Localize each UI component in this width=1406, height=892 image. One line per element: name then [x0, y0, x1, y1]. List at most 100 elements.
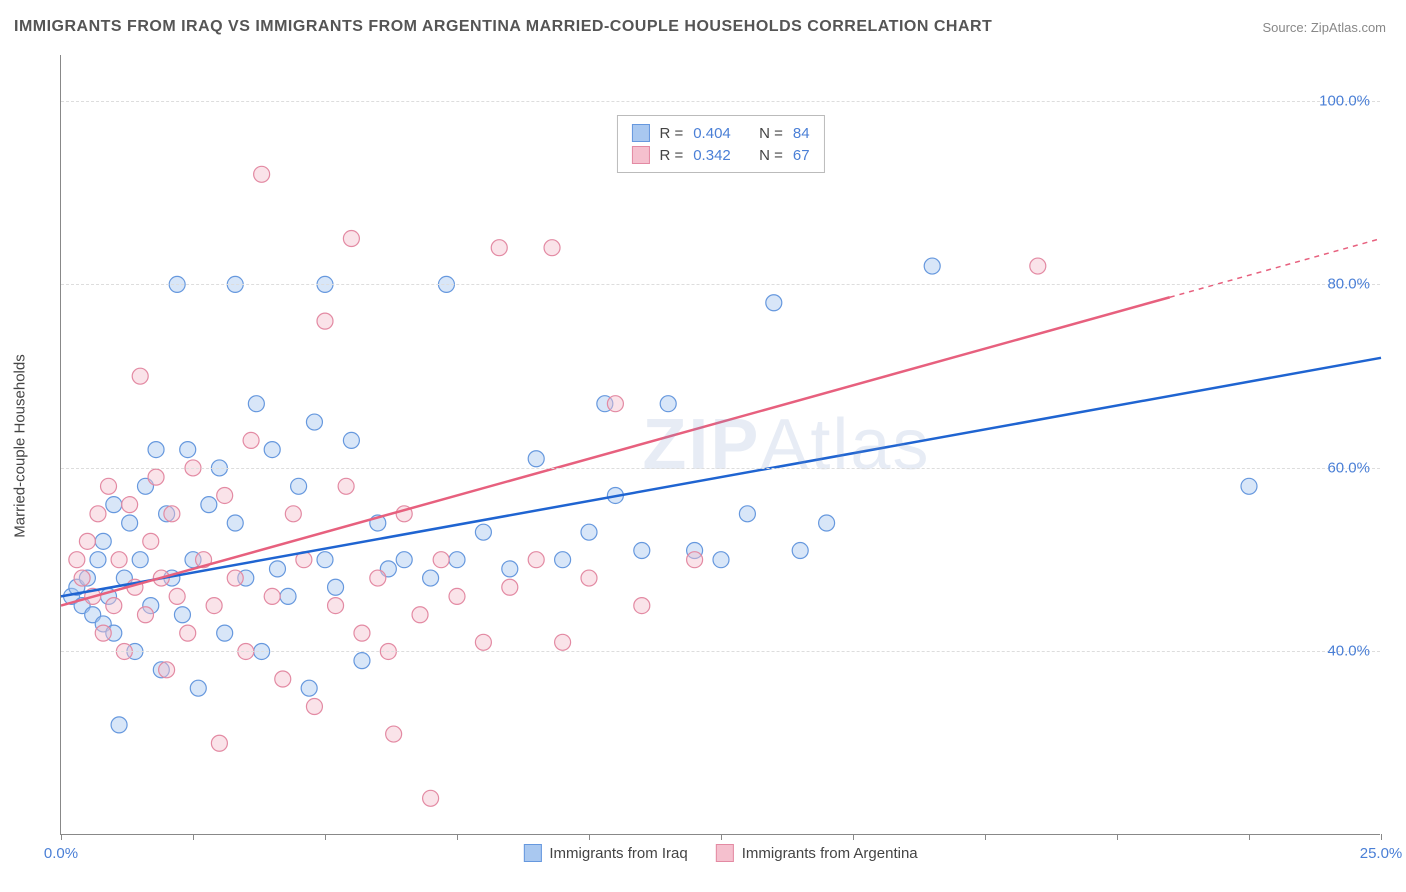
stats-n-label: N = — [759, 125, 783, 142]
data-point — [111, 552, 127, 568]
data-point — [555, 552, 571, 568]
data-point — [475, 524, 491, 540]
data-point — [354, 625, 370, 641]
data-point — [449, 588, 465, 604]
data-point — [301, 680, 317, 696]
data-point — [180, 442, 196, 458]
chart-title: IMMIGRANTS FROM IRAQ VS IMMIGRANTS FROM … — [14, 18, 992, 36]
trend-line — [61, 297, 1170, 605]
xtick-mark — [721, 834, 722, 840]
data-point — [264, 442, 280, 458]
xtick-mark — [1381, 834, 1382, 840]
data-point — [1241, 478, 1257, 494]
gridline-h — [61, 101, 1380, 102]
xtick-mark — [61, 834, 62, 840]
data-point — [264, 588, 280, 604]
data-point — [660, 396, 676, 412]
data-point — [217, 487, 233, 503]
data-point — [206, 598, 222, 614]
data-point — [792, 543, 808, 559]
data-point — [243, 432, 259, 448]
data-point — [819, 515, 835, 531]
data-point — [317, 552, 333, 568]
xtick-mark — [853, 834, 854, 840]
stats-r-label: R = — [659, 125, 683, 142]
data-point — [396, 552, 412, 568]
xtick-mark — [985, 834, 986, 840]
data-point — [122, 515, 138, 531]
data-point — [122, 497, 138, 513]
data-point — [713, 552, 729, 568]
data-point — [607, 396, 623, 412]
source-attribution: Source: ZipAtlas.com — [1262, 20, 1386, 35]
legend-label-2: Immigrants from Argentina — [742, 845, 918, 862]
data-point — [164, 506, 180, 522]
data-point — [95, 533, 111, 549]
data-point — [211, 735, 227, 751]
data-point — [433, 552, 449, 568]
data-point — [254, 166, 270, 182]
data-point — [502, 579, 518, 595]
data-point — [739, 506, 755, 522]
data-point — [328, 579, 344, 595]
xtick-label: 0.0% — [44, 845, 78, 862]
xtick-mark — [1249, 834, 1250, 840]
stats-row-series-2: R = 0.342 N = 67 — [631, 144, 809, 166]
data-point — [148, 469, 164, 485]
data-point — [69, 552, 85, 568]
data-point — [90, 552, 106, 568]
data-point — [248, 396, 264, 412]
data-point — [423, 570, 439, 586]
xtick-mark — [589, 834, 590, 840]
data-point — [386, 726, 402, 742]
data-point — [423, 790, 439, 806]
data-point — [291, 478, 307, 494]
y-axis-label: Married-couple Households — [12, 354, 29, 537]
data-point — [528, 451, 544, 467]
data-point — [190, 680, 206, 696]
data-point — [634, 543, 650, 559]
data-point — [370, 570, 386, 586]
ytick-label: 60.0% — [1327, 459, 1370, 476]
data-point — [201, 497, 217, 513]
data-point — [169, 588, 185, 604]
data-point — [581, 524, 597, 540]
ytick-label: 100.0% — [1319, 92, 1370, 109]
correlation-stats-box: R = 0.404 N = 84 R = 0.342 N = 67 — [616, 115, 824, 173]
data-point — [106, 497, 122, 513]
data-point — [159, 662, 175, 678]
legend-item-2: Immigrants from Argentina — [716, 844, 918, 862]
data-point — [581, 570, 597, 586]
data-point — [285, 506, 301, 522]
data-point — [227, 515, 243, 531]
swatch-series-2 — [631, 146, 649, 164]
data-point — [555, 634, 571, 650]
data-point — [95, 625, 111, 641]
data-point — [148, 442, 164, 458]
gridline-h — [61, 468, 1380, 469]
data-point — [544, 240, 560, 256]
data-point — [528, 552, 544, 568]
data-point — [306, 699, 322, 715]
xtick-mark — [1117, 834, 1118, 840]
data-point — [101, 478, 117, 494]
data-point — [90, 506, 106, 522]
data-point — [269, 561, 285, 577]
data-point — [111, 717, 127, 733]
data-point — [132, 552, 148, 568]
data-point — [328, 598, 344, 614]
data-point — [502, 561, 518, 577]
data-point — [687, 552, 703, 568]
legend-swatch-2 — [716, 844, 734, 862]
data-point — [106, 598, 122, 614]
ytick-label: 40.0% — [1327, 643, 1370, 660]
gridline-h — [61, 284, 1380, 285]
data-point — [280, 588, 296, 604]
stats-n-value-1: 84 — [793, 125, 810, 142]
data-point — [491, 240, 507, 256]
data-point — [79, 533, 95, 549]
data-point — [343, 231, 359, 247]
data-point — [137, 607, 153, 623]
legend-swatch-1 — [523, 844, 541, 862]
legend-item-1: Immigrants from Iraq — [523, 844, 687, 862]
